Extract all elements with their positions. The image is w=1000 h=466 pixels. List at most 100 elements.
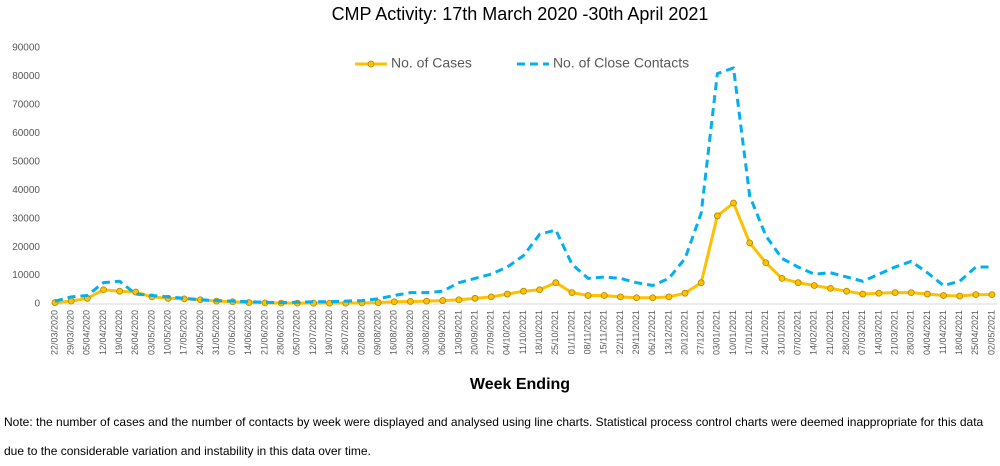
x-tick-label: 02/05/2021 [986, 310, 996, 355]
legend-label: No. of Cases [391, 55, 472, 71]
x-tick-label: 21/03/2021 [889, 310, 899, 355]
point-marker [407, 298, 414, 305]
chart-title: CMP Activity: 17th March 2020 -30th Apri… [332, 4, 709, 24]
point-marker [875, 289, 883, 297]
point-marker [843, 287, 851, 295]
x-tick-label: 11/04/2021 [938, 310, 948, 354]
x-tick-label: 08/11/2021 [582, 310, 592, 354]
x-tick-label: 01/11/2021 [566, 310, 576, 354]
y-tick-label: 70000 [12, 100, 40, 111]
x-tick-label: 18/10/2021 [534, 310, 544, 355]
x-tick-label: 07/06/2020 [227, 310, 237, 355]
point-marker [471, 294, 479, 302]
x-tick-label: 13/09/2021 [453, 310, 463, 355]
point-marker [568, 289, 576, 297]
point-marker [923, 290, 931, 298]
x-tick-label: 05/07/2020 [292, 310, 302, 355]
x-tick-label: 28/03/2021 [906, 310, 916, 355]
y-tick-label: 90000 [12, 43, 40, 54]
x-tick-label: 02/08/2020 [356, 310, 366, 355]
legend-label: No. of Close Contacts [553, 55, 689, 71]
x-tick-label: 03/01/2021 [712, 310, 722, 355]
x-tick-label: 20/12/2021 [679, 310, 689, 355]
y-tick-label: 30000 [12, 213, 40, 224]
x-tick-label: 20/09/2021 [469, 310, 479, 355]
x-axis-label: Week Ending [470, 376, 570, 393]
x-tick-label: 09/08/2020 [372, 310, 382, 355]
point-marker [827, 284, 834, 292]
x-tick-label: 07/02/2021 [793, 310, 803, 355]
point-marker [584, 292, 592, 299]
x-tick-label: 04/04/2021 [922, 310, 932, 355]
point-marker [681, 289, 689, 297]
point-marker [891, 289, 899, 297]
point-marker [100, 286, 107, 294]
x-tick-label: 18/04/2021 [954, 310, 964, 355]
x-tick-label: 14/02/2021 [809, 310, 819, 355]
x-tick-label: 10/01/2021 [728, 310, 738, 355]
point-marker [713, 212, 721, 220]
chart: CMP Activity: 17th March 2020 -30th Apri… [12, 4, 997, 393]
x-tick-label: 17/05/2020 [179, 310, 189, 355]
point-marker [794, 279, 802, 287]
x-tick-label: 10/05/2020 [162, 310, 172, 355]
point-marker [116, 287, 124, 295]
x-tick-label: 27/12/2021 [696, 310, 706, 355]
x-tick-label: 16/08/2020 [389, 310, 399, 355]
x-tick-label: 24/01/2021 [760, 310, 770, 355]
point-marker [940, 292, 947, 299]
point-marker [778, 274, 786, 282]
x-tick-label: 25/04/2021 [970, 310, 980, 355]
x-tick-label: 31/05/2020 [211, 310, 221, 355]
x-tick-label: 27/09/2021 [486, 310, 496, 355]
y-tick-label: 10000 [12, 270, 40, 281]
point-marker [617, 293, 624, 301]
point-marker [730, 199, 737, 207]
y-tick-label: 50000 [12, 156, 40, 167]
x-tick-label: 28/02/2021 [841, 310, 851, 355]
x-tick-label: 17/01/2021 [744, 310, 754, 355]
y-tick-label: 0 [34, 299, 40, 310]
x-tick-label: 14/06/2020 [243, 310, 253, 355]
point-marker [810, 282, 818, 289]
x-tick-label: 03/05/2020 [146, 310, 156, 355]
x-tick-label: 07/03/2021 [857, 310, 867, 355]
x-tick-label: 24/05/2020 [195, 310, 205, 355]
x-tick-label: 15/11/2021 [599, 310, 609, 354]
x-tick-label: 12/07/2020 [308, 310, 318, 355]
point-marker [520, 287, 527, 295]
x-tick-label: 25/10/2021 [550, 310, 560, 355]
y-tick-label: 40000 [12, 185, 40, 196]
point-marker [374, 299, 382, 306]
x-tick-label: 21/06/2020 [259, 310, 269, 355]
x-tick-label: 14/03/2021 [873, 310, 883, 355]
point-marker [697, 279, 705, 287]
point-marker [455, 296, 463, 304]
point-marker [665, 293, 673, 301]
point-marker [439, 297, 447, 304]
x-tick-label: 26/04/2020 [130, 310, 140, 355]
y-tick-label: 20000 [12, 242, 40, 253]
y-tick-label: 80000 [12, 71, 40, 82]
note: Note: the number of cases and the number… [4, 415, 984, 458]
legend-marker [367, 60, 375, 68]
x-tick-label: 19/07/2020 [324, 310, 334, 355]
point-marker [503, 290, 511, 298]
x-tick-label: 06/12/2021 [647, 310, 657, 355]
x-tick-label: 22/03/2020 [49, 310, 59, 355]
x-tick-label: 30/08/2020 [421, 310, 431, 355]
point-marker [762, 259, 770, 267]
x-tick-label: 29/11/2021 [631, 310, 641, 354]
x-tick-label: 11/10/2021 [518, 310, 528, 354]
point-marker [487, 293, 495, 301]
point-marker [390, 298, 398, 306]
point-marker [988, 291, 996, 299]
x-tick-label: 05/04/2020 [82, 310, 92, 355]
point-marker [746, 239, 754, 247]
x-tick-label: 04/10/2021 [502, 310, 512, 355]
point-marker [859, 290, 867, 298]
x-tick-label: 12/04/2020 [98, 310, 108, 355]
point-marker [907, 289, 915, 297]
x-tick-label: 23/08/2020 [405, 310, 415, 355]
point-marker [423, 297, 430, 305]
